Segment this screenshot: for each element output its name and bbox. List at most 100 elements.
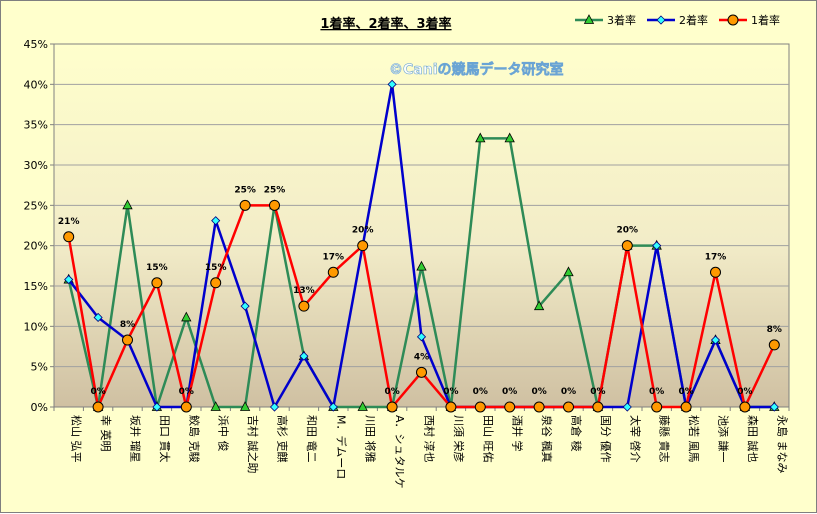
data-point [680,401,692,413]
data-label: 20% [617,226,639,236]
data-point [93,312,103,323]
data-point [64,274,74,285]
data-label: 25% [264,185,286,195]
data-label: 0% [90,387,105,397]
data-point [211,216,221,226]
data-point [533,401,545,413]
data-label: 0% [473,387,488,397]
x-tick-label: 森田 誠也 [746,415,760,463]
x-axis-ticks: 松山 弘平 幸 英明 坂井 瑠星 田口 貫太 鮫島 克駿 浜中 俊 吉村 誠之助 高杉 吏麒 和… [53,407,790,489]
data-labels: 21% 0% 8% 15% 0% 15% 25% 25% 13% 17% 20% 0% 4% 0% 0% 0%… [58,185,782,397]
data-label: 4% [414,352,429,362]
data-point [92,401,104,413]
data-point [239,401,251,411]
data-point [327,266,339,278]
data-point [592,401,604,413]
data-point [269,402,280,412]
data-label: 0% [384,387,399,397]
data-point [504,132,515,143]
x-tick-label: 国分 優作 [599,415,612,463]
data-point [386,401,398,413]
data-point [299,351,309,361]
data-point [152,402,162,412]
series-group [63,79,780,413]
x-tick-label: 川田 将雅 [364,415,378,463]
data-point [563,401,574,413]
data-point [710,266,721,278]
data-point [210,277,222,289]
y-tick-label: 10% [24,320,48,333]
data-point [180,401,192,413]
legend-marker [727,14,739,26]
data-point [710,335,721,345]
legend-marker [583,14,595,24]
x-tick-label: 和田 竜二 [305,415,319,463]
data-point [357,240,369,252]
watermark-text: ©Caniの競馬データ研究室 [389,61,564,78]
x-tick-label: 松若 風馬 [687,415,701,463]
x-tick-label: 幸 英明 [99,415,113,452]
x-tick-label: 川須 栄彦 [452,415,466,463]
y-tick-label: 45% [24,38,48,51]
data-label: 0% [737,387,752,397]
x-tick-label: 吉村 誠之助 [246,415,260,474]
data-point [533,300,545,311]
x-tick-label: 田山 旺佑 [481,415,495,463]
data-point [474,401,486,413]
data-label: 0% [561,387,576,397]
y-tick-label: 5% [31,361,48,374]
legend-marker [656,15,666,25]
chart-title: 1着率、2着率、3着率 [320,16,451,32]
data-point [298,300,310,312]
legend-label: 2着率 [679,13,708,27]
data-label: 0% [678,387,693,397]
data-label: 20% [352,226,374,236]
data-label: 0% [649,387,664,397]
x-tick-label: 西村 淳也 [423,415,437,463]
x-tick-label: 池添 謙一 [717,415,731,463]
data-label: 8% [120,320,135,330]
x-tick-label: 藤懸 貴志 [658,415,672,463]
data-point [181,311,192,322]
data-point [122,334,133,346]
data-point [651,401,663,413]
data-point [652,241,662,251]
data-point [622,402,632,412]
x-tick-label: 坂井 瑠星 [129,415,143,463]
legend-label: 3着率 [607,13,636,27]
data-point [122,199,133,210]
x-tick-label: 太宰 啓介 [628,415,642,463]
y-tick-label: 25% [24,199,48,212]
x-tick-label: 田口 貫太 [158,415,171,463]
data-point [239,199,251,211]
data-point [210,401,221,411]
x-tick-label: M．デムーロ [334,415,348,479]
data-point [416,260,427,271]
x-tick-label: 高倉 稜 [570,415,584,452]
data-label: 25% [234,185,256,195]
data-label: 15% [205,263,227,273]
data-point [621,240,633,252]
data-point [768,339,780,351]
data-point [269,199,280,211]
legend-label: 1着率 [751,13,780,27]
data-point [357,401,368,411]
data-label: 0% [531,387,546,397]
data-label: 15% [146,263,168,273]
x-tick-label: 酒井 学 [511,415,525,452]
data-label: 21% [58,217,80,227]
series-2 [63,199,780,413]
data-point [504,401,516,413]
y-tick-label: 0% [31,401,48,414]
y-tick-label: 30% [24,159,48,172]
x-tick-label: 高杉 吏麒 [276,415,290,463]
data-label: 0% [443,387,458,397]
data-label: 13% [293,286,315,296]
data-label: 0% [502,387,517,397]
data-point [151,277,163,289]
data-label: 0% [590,387,605,397]
data-point [445,401,457,413]
data-point [769,402,779,412]
data-point [240,301,250,311]
